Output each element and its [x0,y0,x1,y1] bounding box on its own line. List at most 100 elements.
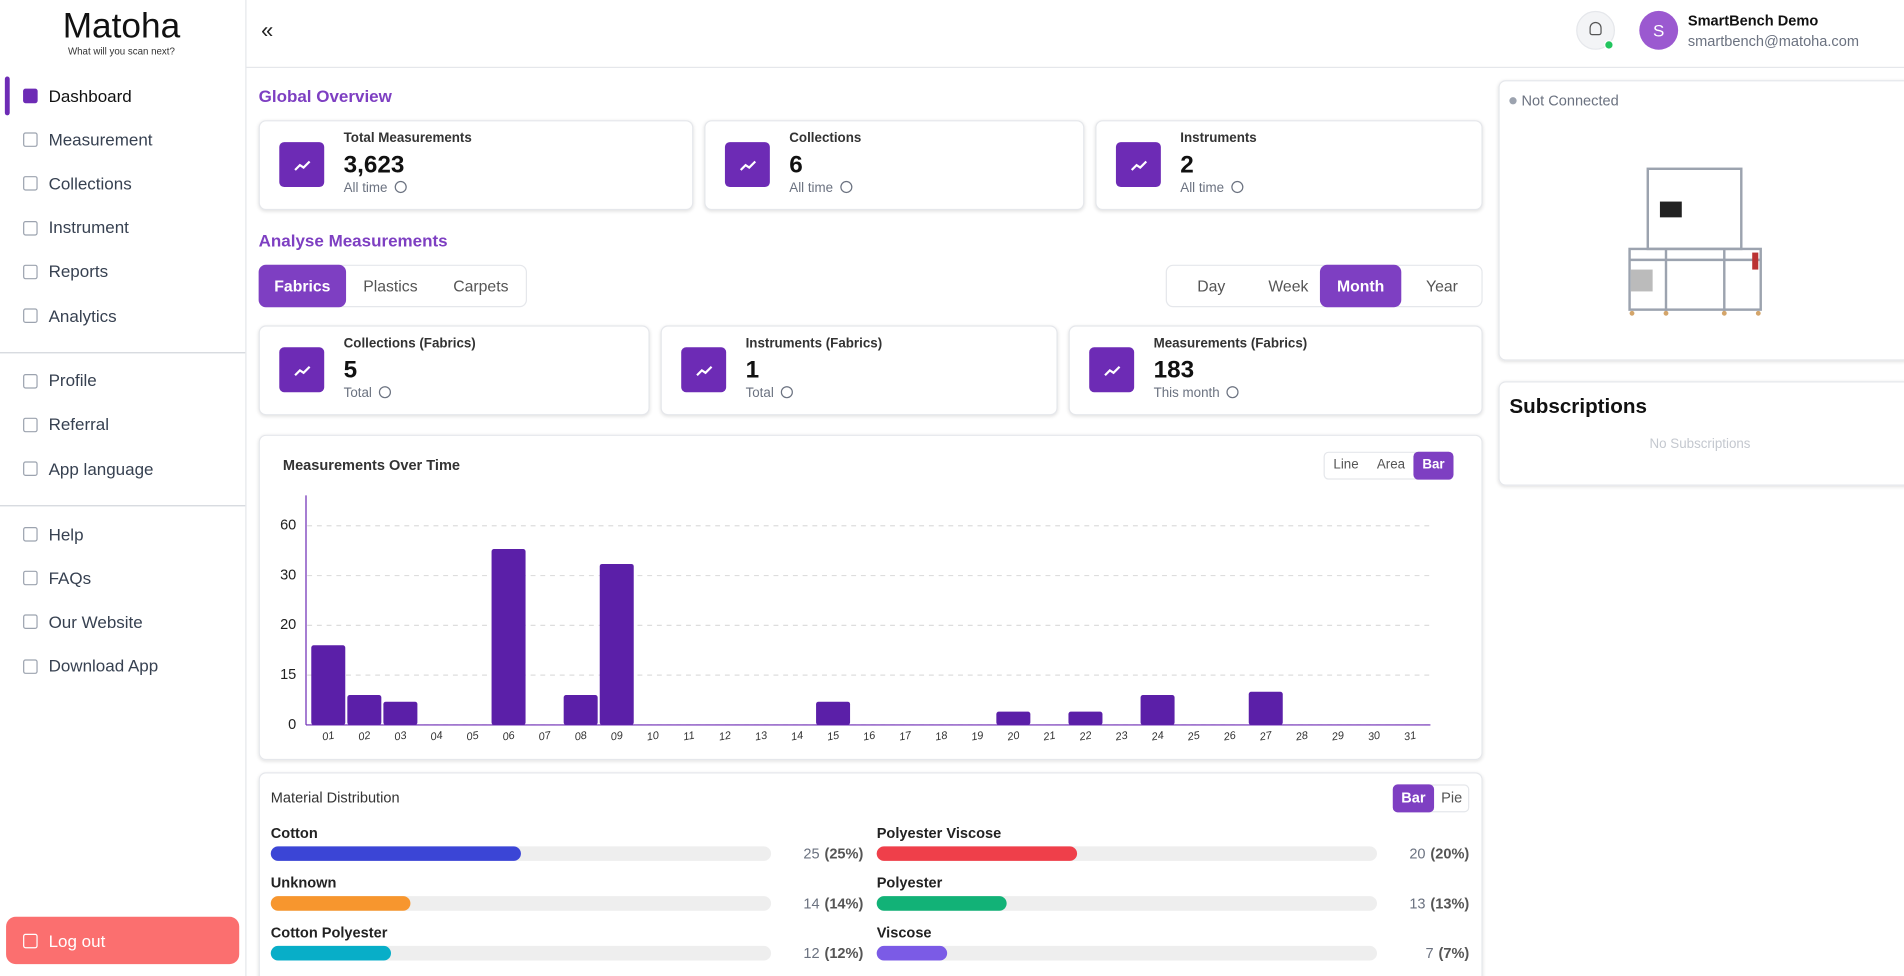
material-name: Unknown [270,874,337,892]
x-tick-label: 28 [1294,730,1309,744]
percent: (25%) [824,845,864,863]
nav-label: Download App [48,655,159,676]
bar-fill [270,896,411,911]
nav-icon [23,88,38,104]
stat-card [1068,325,1483,416]
stat-label: Collections [789,131,862,147]
info-icon [1226,386,1240,399]
segment-label: Line [1333,457,1359,473]
stat-icon [681,347,727,393]
section-title: Analyse Measurements [258,230,448,250]
x-tick-label: 29 [1330,730,1345,744]
bar [383,701,418,725]
nav-label: Instrument [48,217,129,238]
percent: (12%) [824,944,864,962]
stat-card [704,120,1085,211]
stat-note: Total [746,387,794,403]
percent: (20%) [1430,845,1470,863]
x-tick-label: 02 [357,730,371,744]
bar [816,701,851,725]
material-value: 14 (14%) [803,895,863,912]
stat-icon [1115,142,1161,187]
logout-button[interactable] [6,916,240,965]
y-tick-label: 60 [280,518,296,534]
bar-track [270,945,772,961]
count: 20 [1409,845,1426,863]
stat-icon [279,142,325,187]
nav-label: App language [48,458,154,479]
user-name: SmartBench Demo [1687,11,1819,29]
user-email: smartbench@matoha.com [1687,32,1859,50]
percent: (13%) [1430,894,1470,912]
segment-button[interactable] [1319,264,1402,308]
nav-label: Referral [48,414,110,434]
material-value: 13 (13%) [1409,895,1469,912]
x-tick-label: 23 [1114,730,1129,744]
x-tick-label: 13 [754,730,768,744]
x-tick-label: 06 [502,729,517,743]
collapse-button[interactable]: « [261,18,274,43]
nav-icon [23,417,38,433]
count: 12 [803,944,820,962]
x-tick-label: 19 [970,730,984,744]
nav-icon [23,176,38,192]
stat-value: 5 [343,357,358,384]
status-dot [1509,97,1517,105]
y-tick-label: 0 [288,717,296,733]
material-name: Polyester Viscose [876,824,1002,842]
bar-track [876,945,1377,961]
x-tick-label: 05 [466,729,481,743]
x-tick-label: 17 [898,729,913,743]
avatar[interactable]: S [1639,10,1679,50]
bar [1068,711,1103,725]
info-icon [394,181,407,194]
nav-icon [23,373,38,388]
segment-label: Day [1197,276,1226,295]
x-tick-label: 12 [718,730,732,744]
stat-value: 1 [745,357,760,384]
bar [599,563,634,725]
nav-icon [23,527,38,542]
segment-label: Carpets [453,276,509,295]
section-title: Global Overview [258,85,392,106]
nav-label: Reports [48,261,109,281]
x-tick-label: 01 [321,730,335,744]
info-icon [840,181,853,194]
info-icon [1231,181,1244,194]
x-tick-label: 31 [1403,730,1417,744]
nav-icon [23,658,38,674]
x-tick-label: 18 [934,730,948,744]
y-tick-label: 30 [280,567,296,583]
subscriptions-card [1498,381,1904,486]
segment-button[interactable] [1413,451,1454,480]
distribution-card [258,772,1483,976]
stat-value: 2 [1180,151,1194,179]
distribution-title: Material Distribution [270,789,400,807]
stat-label: Instruments (Fabrics) [745,336,883,352]
logout-label: Log out [48,930,106,951]
y-tick-label: 20 [280,617,296,633]
material-name: Cotton Polyester [270,923,388,941]
sidebar-divider [0,505,246,507]
stat-card [258,120,694,211]
segment-button[interactable] [258,264,347,308]
device-status: Not Connected [1521,92,1619,110]
brand: Matoha [62,6,181,46]
avatar-initial: S [1653,20,1665,40]
stat-value: 183 [1153,357,1195,384]
material-name: Polyester [876,874,943,892]
bar-fill [876,896,1007,911]
stat-value: 3,623 [343,151,405,179]
stat-label: Instruments [1180,131,1257,147]
segment-label: Area [1376,457,1406,473]
info-icon [781,386,794,399]
stat-note: All time [789,181,853,197]
x-tick-label: 27 [1258,729,1274,743]
material-value: 7 (7%) [1426,945,1470,962]
segment-label: Year [1426,276,1458,295]
segment-button[interactable] [1392,784,1435,813]
material-value: 25 (25%) [803,845,863,862]
subscriptions-title: Subscriptions [1509,394,1648,418]
stat-note: Total [344,387,392,403]
